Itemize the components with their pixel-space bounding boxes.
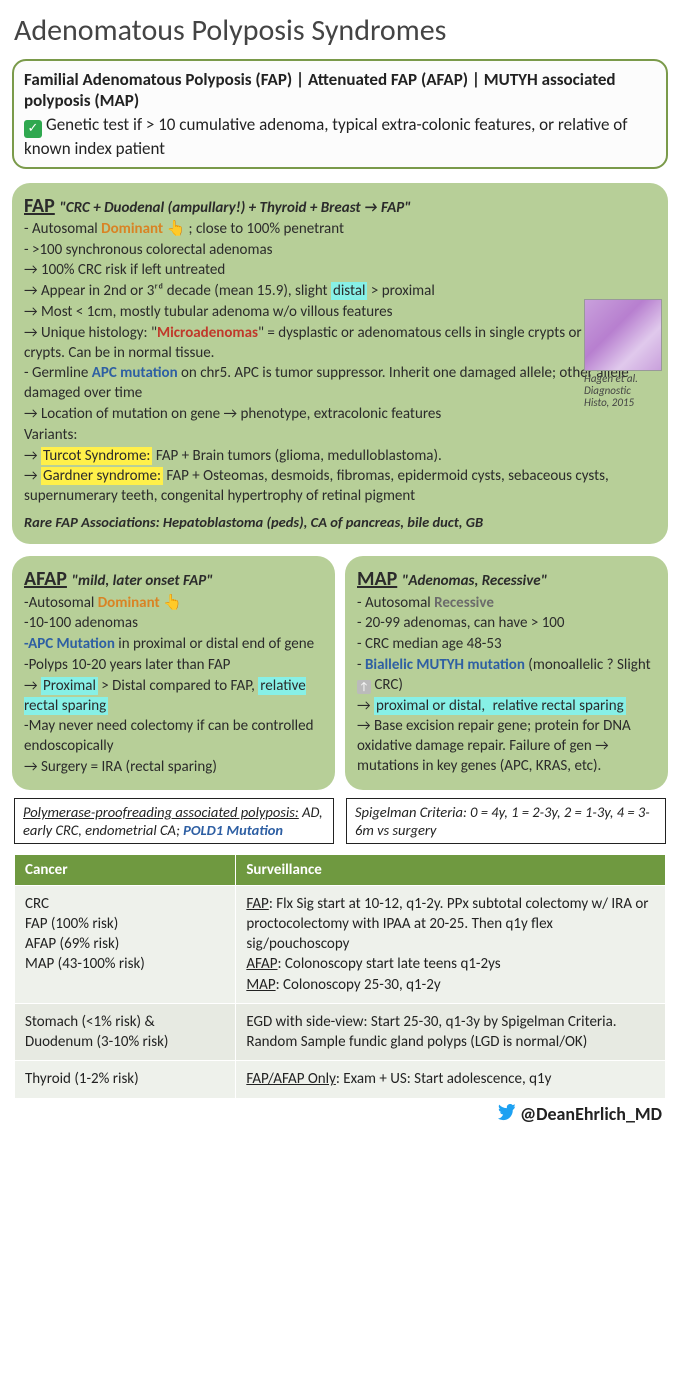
spigelman-box: Spigelman Criteria: 0 = 4y, 1 = 2-3y, 2 …: [346, 798, 666, 844]
afap-line-count: -10-100 adenomas: [24, 614, 323, 634]
fap-line-inheritance: - Autosomal Dominant 👆 ; close to 100% p…: [24, 220, 656, 240]
cell-crc-surveillance: FAP: Flx Sig start at 10-12, q1-2y. PPx …: [236, 885, 666, 1003]
afap-title: AFAP: [24, 567, 67, 591]
map-line-repair: Base excision repair gene; protein for D…: [357, 717, 656, 776]
afap-line-mutation: -APC Mutation in proximal or distal end …: [24, 635, 323, 655]
map-line-age: - CRC median age 48-53: [357, 635, 656, 655]
col-cancer: Cancer: [15, 854, 236, 885]
fap-line-count: - >100 synchronous colorectal adenomas: [24, 241, 656, 261]
map-line-count: - 20-99 adenomas, can have > 100: [357, 614, 656, 634]
fap-line-risk: 100% CRC risk if left untreated: [24, 261, 656, 281]
up-arrow-icon: ↑: [357, 680, 371, 694]
col-surveillance: Surveillance: [236, 854, 666, 885]
table-row-crc: CRC FAP (100% risk) AFAP (69% risk) MAP …: [15, 885, 666, 1003]
fap-title: FAP: [24, 194, 55, 218]
afap-card: AFAP "mild, later onset FAP" -Autosomal …: [12, 556, 335, 790]
fap-rare: Rare FAP Associations: Hepatoblastoma (p…: [24, 513, 656, 532]
cell-stomach-surveillance: EGD with side-view: Start 25-30, q1-3y b…: [236, 1003, 666, 1061]
fap-line-germline: - Germline APC mutation on chr5. APC is …: [24, 364, 656, 404]
surveillance-table: Cancer Surveillance CRC FAP (100% risk) …: [14, 854, 666, 1099]
table-row-thyroid: Thyroid (1-2% risk) FAP/AFAP Only: Exam …: [15, 1061, 666, 1098]
fap-gardner: Gardner syndrome: FAP + Osteomas, desmoi…: [24, 467, 656, 507]
map-line-inheritance: - Autosomal Recessive: [357, 594, 656, 614]
header-box: Familial Adenomatous Polyposis (FAP) | A…: [12, 59, 668, 169]
cell-stomach-cancer: Stomach (<1% risk) & Duodenum (3-10% ris…: [15, 1003, 236, 1061]
fap-heading: FAP "CRC + Duodenal (ampullary!) + Thyro…: [24, 193, 656, 219]
fap-line-histology: Unique histology: "Microadenomas" = dysp…: [24, 324, 656, 364]
map-line-mutation: - Biallelic MUTYH mutation (monoallelic …: [357, 656, 656, 696]
map-card: MAP "Adenomas, Recessive" - Autosomal Re…: [345, 556, 668, 790]
fap-line-location: Location of mutation on gene → phenotype…: [24, 405, 656, 425]
footnote-row: Polymerase-proofreading associated polyp…: [14, 798, 666, 844]
afap-map-row: AFAP "mild, later onset FAP" -Autosomal …: [12, 556, 668, 790]
cell-thyroid-surveillance: FAP/AFAP Only: Exam + US: Start adolesce…: [236, 1061, 666, 1098]
fap-quote: "CRC + Duodenal (ampullary!) + Thyroid +…: [59, 199, 410, 217]
table-row-stomach: Stomach (<1% risk) & Duodenum (3-10% ris…: [15, 1003, 666, 1061]
afap-line-later: -Polyps 10-20 years later than FAP: [24, 656, 323, 676]
syndrome-list: Familial Adenomatous Polyposis (FAP) | A…: [24, 69, 656, 112]
afap-line-proximal: Proximal > Distal compared to FAP, relat…: [24, 677, 323, 717]
map-quote: "Adenomas, Recessive": [402, 572, 547, 590]
genetic-test-criteria: ✓Genetic test if > 10 cumulative adenoma…: [24, 114, 656, 159]
twitter-icon: [496, 1104, 518, 1122]
map-line-location: proximal or distal, relative rectal spar…: [357, 697, 656, 717]
polymerase-box: Polymerase-proofreading associated polyp…: [14, 798, 334, 844]
afap-line-colectomy: -May never need colectomy if can be cont…: [24, 717, 323, 757]
cell-thyroid-cancer: Thyroid (1-2% risk): [15, 1061, 236, 1098]
cell-crc-cancer: CRC FAP (100% risk) AFAP (69% risk) MAP …: [15, 885, 236, 1003]
map-title: MAP: [357, 567, 397, 591]
footer-credit: @DeanEhrlich_MD: [8, 1101, 672, 1131]
fap-line-size: Most < 1cm, mostly tubular adenoma w/o v…: [24, 303, 656, 323]
histology-thumbnail: [584, 299, 662, 371]
table-header-row: Cancer Surveillance: [15, 854, 666, 885]
page-title: Adenomatous Polyposis Syndromes: [14, 12, 670, 49]
fap-variants-label: Variants:: [24, 426, 656, 446]
fap-line-onset: Appear in 2nd or 3ʳᵈ decade (mean 15.9),…: [24, 282, 656, 302]
fap-turcot: Turcot Syndrome: FAP + Brain tumors (gli…: [24, 447, 656, 467]
check-icon: ✓: [24, 120, 42, 138]
afap-line-inheritance: -Autosomal Dominant 👆: [24, 594, 323, 614]
afap-line-surgery: Surgery = IRA (rectal sparing): [24, 758, 323, 778]
map-heading: MAP "Adenomas, Recessive": [357, 566, 656, 592]
afap-heading: AFAP "mild, later onset FAP": [24, 566, 323, 592]
histology-image-block: Hagen et al. Diagnostic Histo, 2015: [584, 299, 662, 409]
afap-quote: "mild, later onset FAP": [71, 572, 212, 590]
criteria-text: Genetic test if > 10 cumulative adenoma,…: [24, 114, 627, 159]
fap-card: FAP "CRC + Duodenal (ampullary!) + Thyro…: [12, 183, 668, 545]
twitter-handle: @DeanEhrlich_MD: [520, 1103, 662, 1125]
page-root: Adenomatous Polyposis Syndromes Familial…: [0, 0, 680, 1135]
histology-caption: Hagen et al. Diagnostic Histo, 2015: [584, 373, 662, 409]
